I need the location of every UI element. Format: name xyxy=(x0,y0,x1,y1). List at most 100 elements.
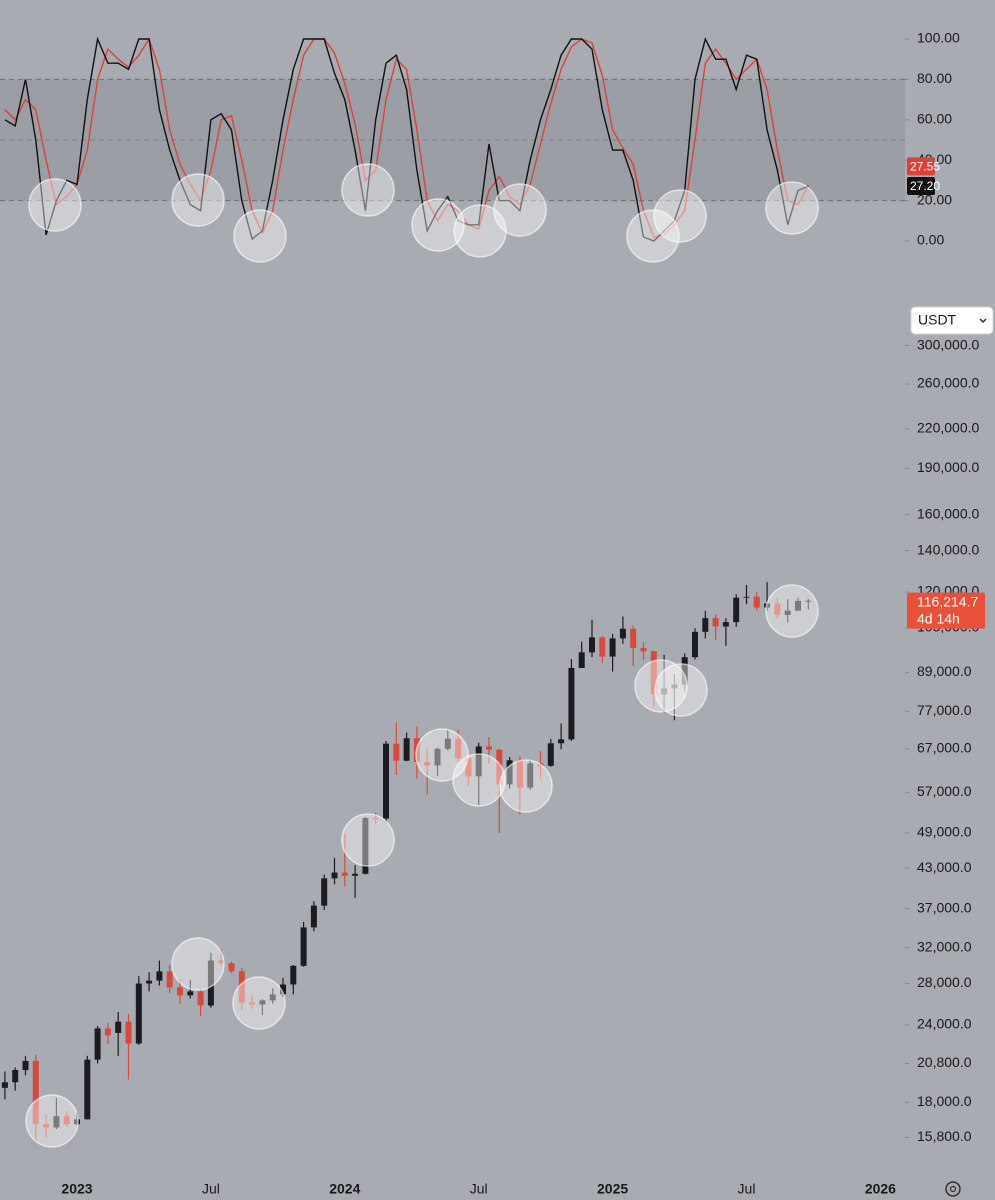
candle-body xyxy=(218,960,225,964)
highlight xyxy=(765,584,819,638)
candle-body xyxy=(104,1028,111,1036)
candle-body xyxy=(187,991,194,996)
highlight xyxy=(452,753,506,807)
y-tick-label: 260,000.0 xyxy=(917,375,979,391)
candle-body xyxy=(753,596,760,608)
candle-body xyxy=(197,991,204,1006)
y-tick-label: 100.00 xyxy=(917,30,960,46)
candle-body xyxy=(177,987,183,996)
highlight xyxy=(232,976,286,1030)
y-tick-label: 43,000.0 xyxy=(917,859,972,875)
highlight xyxy=(341,813,395,867)
candle-body xyxy=(619,628,626,639)
selector-label[interactable]: USDT xyxy=(918,312,957,328)
candle-body xyxy=(372,818,379,820)
y-tick-label: 160,000.0 xyxy=(917,505,979,521)
price-tags: 27.55 27.20 116,214.74d 14h xyxy=(907,157,985,629)
y-tick-label: 140,000.0 xyxy=(917,541,979,557)
highlight xyxy=(171,937,225,991)
candle-body xyxy=(506,760,513,785)
gear[interactable] xyxy=(945,1181,961,1197)
candle-body xyxy=(795,600,801,611)
settings-button[interactable] xyxy=(945,1181,961,1197)
candle-body xyxy=(743,596,750,598)
y-tick-label: 32,000.0 xyxy=(917,938,972,954)
highlight xyxy=(634,659,688,713)
currency-selector[interactable]: USDT xyxy=(910,306,994,335)
candle-body xyxy=(475,746,482,777)
line-series xyxy=(4,37,809,238)
candle-body xyxy=(403,738,410,761)
candle-body xyxy=(434,748,441,766)
y-tick-label: 18,000.0 xyxy=(917,1093,972,1109)
candle-body xyxy=(94,1028,101,1060)
last-price-tag xyxy=(907,592,985,629)
candle-body xyxy=(486,746,492,750)
x-tick-label: Jul xyxy=(470,1181,488,1197)
candle-body xyxy=(290,965,297,985)
candle-body xyxy=(650,651,657,695)
highlight xyxy=(233,209,287,263)
candle-body xyxy=(125,1021,132,1044)
highlight xyxy=(25,1094,79,1148)
y-tick-label: 67,000.0 xyxy=(917,740,972,756)
candle-body xyxy=(527,763,534,788)
candle-body xyxy=(393,743,400,761)
candle-body xyxy=(702,618,709,632)
candle-body xyxy=(43,1124,50,1128)
candle-body xyxy=(259,1000,266,1005)
candle-body xyxy=(547,743,554,766)
x-tick-label: 2023 xyxy=(61,1181,92,1197)
candle-body xyxy=(341,872,348,876)
y-tick-label: 80.00 xyxy=(917,70,952,86)
candle-body xyxy=(784,610,791,615)
candle-body xyxy=(269,994,276,1001)
y-tick-label: 190,000.0 xyxy=(917,459,979,475)
candle-body xyxy=(465,758,472,777)
highlight xyxy=(765,181,819,235)
candle-body xyxy=(496,749,503,785)
candle-body xyxy=(722,622,729,627)
x-tick-label: 2025 xyxy=(597,1181,628,1197)
candle-body xyxy=(300,927,307,966)
last-price-label: 116,214.7 xyxy=(917,593,978,609)
candle-body xyxy=(352,873,359,876)
y-tick-label: 20,800.0 xyxy=(917,1054,972,1070)
candle-body xyxy=(774,603,781,615)
candle-body xyxy=(733,597,740,623)
candle-body xyxy=(805,600,812,602)
candle-body xyxy=(156,971,163,981)
candle-body xyxy=(84,1059,91,1120)
candle-body xyxy=(146,980,153,984)
chevron xyxy=(979,318,987,324)
candle-body xyxy=(681,657,688,685)
candle-body xyxy=(455,738,462,759)
selector-box[interactable] xyxy=(910,306,994,335)
candle-body xyxy=(424,761,431,766)
y-tick-label: 220,000.0 xyxy=(917,420,979,436)
candle-body xyxy=(53,1116,60,1128)
y-tick-label: 49,000.0 xyxy=(917,824,972,840)
highlight xyxy=(654,663,708,717)
x-tick-label: Jul xyxy=(738,1181,756,1197)
candle-body xyxy=(249,1002,256,1005)
candle-body xyxy=(558,739,565,744)
candle-body xyxy=(321,878,328,906)
candle-body xyxy=(383,743,389,819)
value-tag-label: 27.20 xyxy=(910,179,940,193)
highlight xyxy=(653,189,707,243)
highlight-circles xyxy=(25,163,819,1148)
candle-body xyxy=(671,684,678,689)
highlight xyxy=(493,183,547,237)
candle-body xyxy=(516,760,523,788)
x-tick-label: 2026 xyxy=(865,1181,896,1197)
value-tag xyxy=(907,177,935,196)
candle-body xyxy=(640,647,647,652)
y-tick-label: 0.00 xyxy=(917,232,944,248)
countdown-label: 4d 14h xyxy=(917,610,960,626)
candle-body xyxy=(310,905,317,928)
price-pane: 300,000.0 260,000.0 220,000.0 190,000.0 160,… xyxy=(1,336,979,1197)
y-tick-label: 28,000.0 xyxy=(917,974,972,990)
candle-body xyxy=(115,1021,122,1033)
